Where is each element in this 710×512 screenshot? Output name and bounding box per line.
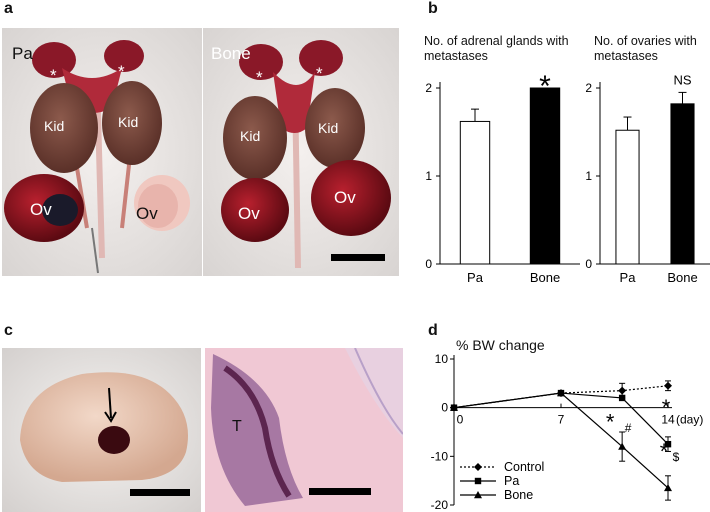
x-tick-label: 7	[558, 413, 565, 427]
chart-title-ovary: No. of ovaries with metastases	[594, 34, 697, 63]
y-tick-label: 0	[585, 257, 592, 271]
marker-triangle	[474, 491, 482, 499]
x-unit-label: (day)	[676, 413, 703, 427]
marker-square	[474, 477, 482, 485]
plot-area: 10 0 -10 -20 0 7 14 (day) * # * * $	[431, 352, 704, 512]
bar-bone	[670, 103, 695, 265]
ovary-label: Ov	[238, 204, 260, 223]
y-tick-label: -10	[431, 449, 449, 463]
y-tick-label: -20	[431, 498, 449, 512]
panel-letter-a: a	[4, 0, 13, 17]
x-tick-label: Bone	[667, 270, 697, 285]
panel-letter-d: d	[428, 322, 438, 339]
marker-triangle	[618, 442, 627, 450]
series-line	[453, 392, 669, 489]
series-bone	[450, 389, 672, 501]
bar-charts: 0 1 2 Pa Bone * 0 1 2 Pa Bone NS	[425, 70, 710, 285]
legend-label: Control	[504, 460, 544, 474]
kidney-label: Kid	[318, 120, 339, 136]
bar-chart-1: 0 1 2 Pa Bone NS	[585, 72, 710, 285]
panel-letter-b: b	[428, 0, 438, 17]
photo-bone-organs	[203, 28, 399, 276]
y-tick-label: 0	[441, 401, 448, 415]
tumor-label: T	[232, 418, 242, 435]
photo-pa-organs	[2, 28, 202, 276]
y-tick-label: 2	[585, 81, 592, 95]
y-tick-label: 10	[435, 352, 449, 366]
chart-title-adrenal: No. of adrenal glands with metastases	[424, 34, 569, 63]
marker-square	[664, 440, 672, 448]
legend-label: Bone	[504, 488, 533, 502]
x-tick-label: Bone	[530, 270, 560, 285]
x-tick-label: 14	[661, 413, 675, 427]
bar-bone	[529, 87, 561, 265]
significance-asterisk: *	[662, 395, 671, 420]
photo-label-pa: Pa	[12, 44, 33, 63]
marker-diamond	[664, 381, 672, 390]
bar-pa	[615, 129, 640, 265]
x-tick-label: Pa	[467, 270, 484, 285]
y-tick-label: 0	[425, 257, 432, 271]
significance-asterisk: *	[539, 70, 551, 103]
photo-label-bone: Bone	[211, 44, 251, 63]
marker-triangle	[664, 483, 672, 492]
significance-symbol: #	[625, 421, 632, 435]
panel-letter-c: c	[4, 322, 13, 339]
ovary-label: Ov	[334, 188, 356, 207]
marker-square	[618, 394, 626, 402]
adrenal-marker: *	[316, 64, 323, 83]
adrenal-marker: *	[118, 62, 125, 81]
y-tick-label: 1	[585, 169, 592, 183]
kidney-label: Kid	[118, 114, 139, 130]
photo-brain	[2, 348, 201, 512]
adrenal-marker: *	[256, 68, 263, 87]
adrenal-marker: *	[50, 66, 57, 85]
bar-chart-0: 0 1 2 Pa Bone *	[425, 70, 580, 285]
marker-diamond	[474, 463, 482, 471]
ovary-label: Ov	[30, 200, 52, 219]
significance-asterisk: *	[660, 439, 669, 464]
significance-asterisk: *	[606, 410, 615, 435]
significance-ns: NS	[673, 72, 691, 87]
chart-title-bw: % BW change	[456, 337, 545, 353]
significance-symbol: $	[673, 450, 680, 464]
marker-triangle	[450, 403, 458, 411]
x-tick-label: 0	[457, 413, 464, 427]
ovary-label: Ov	[136, 204, 158, 223]
legend-label: Pa	[504, 474, 519, 488]
marker-triangle	[557, 389, 565, 397]
y-tick-label: 1	[425, 169, 432, 183]
kidney-label: Kid	[44, 118, 65, 134]
y-tick-label: 2	[425, 81, 432, 95]
marker-diamond	[618, 386, 627, 395]
kidney-label: Kid	[240, 128, 261, 144]
photo-histology	[205, 348, 403, 512]
x-tick-label: Pa	[620, 270, 637, 285]
bar-pa	[459, 120, 491, 265]
